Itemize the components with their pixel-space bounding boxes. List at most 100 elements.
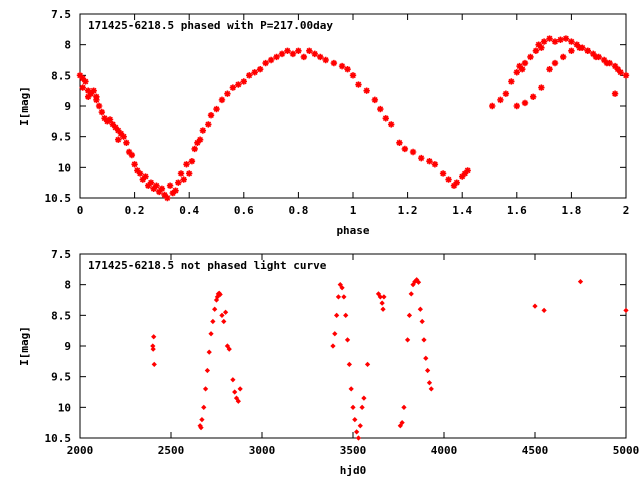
data-point — [335, 294, 342, 300]
data-point — [128, 151, 136, 159]
data-point — [375, 291, 382, 297]
data-point — [120, 133, 127, 140]
data-point — [424, 367, 431, 374]
data-point — [532, 47, 540, 54]
data-point — [224, 90, 231, 97]
x-axis-label: phase — [336, 224, 369, 237]
data-point — [538, 44, 545, 51]
data-point — [377, 105, 384, 113]
data-point — [256, 66, 264, 73]
data-point — [84, 87, 92, 94]
data-point — [262, 59, 269, 67]
data-point — [229, 84, 237, 91]
data-point — [79, 75, 86, 82]
data-point — [235, 81, 242, 88]
data-point — [568, 38, 575, 45]
data-point — [453, 179, 460, 186]
data-point — [232, 389, 238, 395]
data-point — [359, 404, 365, 410]
x-tick-label: 0 — [77, 204, 84, 217]
data-point — [388, 121, 395, 128]
data-point — [464, 167, 471, 174]
data-point — [112, 124, 119, 131]
data-point — [98, 108, 106, 116]
data-point — [590, 50, 597, 58]
chart-title: 171425-6218.5 not phased light curve — [88, 259, 327, 272]
data-point — [410, 282, 416, 288]
data-point — [623, 307, 629, 314]
data-point — [123, 139, 130, 146]
data-point — [330, 343, 336, 349]
data-point — [333, 312, 340, 318]
data-point — [198, 424, 204, 431]
axis-ticks: 2000 2500 3000 3500 4000 4500 5000 7.5 8 8.5 9 9.5 1… — [45, 248, 640, 457]
data-point — [538, 84, 545, 91]
data-point — [246, 72, 253, 79]
data-point — [418, 154, 425, 162]
data-point — [117, 130, 125, 137]
data-point — [208, 331, 214, 337]
data-point — [406, 312, 413, 318]
data-point — [421, 337, 427, 343]
data-point — [350, 404, 356, 410]
data-point — [237, 386, 243, 392]
y-tick-label: 10.5 — [45, 192, 72, 205]
data-point — [417, 306, 423, 312]
data-point — [408, 291, 414, 297]
data-point — [233, 395, 240, 401]
data-point — [382, 115, 389, 122]
data-points — [76, 35, 630, 202]
data-point — [573, 41, 581, 48]
data-point — [357, 423, 363, 429]
y-tick-label: 8 — [64, 39, 71, 52]
y-tick-label: 7.5 — [51, 248, 71, 261]
x-tick-label: 1.2 — [398, 204, 418, 217]
data-point — [513, 69, 520, 76]
y-tick-label: 9 — [64, 100, 71, 113]
data-point — [213, 105, 220, 113]
data-point — [199, 416, 205, 423]
x-tick-label: 1.8 — [561, 204, 581, 217]
data-point — [546, 35, 553, 42]
data-point — [87, 90, 95, 97]
data-point — [295, 47, 302, 54]
data-point — [150, 346, 156, 352]
data-points — [150, 277, 629, 441]
data-point — [354, 429, 360, 435]
data-point — [603, 59, 611, 67]
data-point — [79, 84, 86, 91]
data-point — [577, 278, 584, 285]
data-point — [206, 349, 212, 355]
data-point — [106, 116, 114, 123]
data-point — [267, 56, 275, 64]
data-point — [251, 69, 258, 76]
x-tick-label: 0.2 — [125, 204, 145, 217]
data-point — [521, 99, 529, 107]
data-point — [611, 62, 619, 70]
data-point — [540, 38, 548, 45]
data-point — [508, 78, 515, 85]
x-tick-label: 1.6 — [507, 204, 527, 217]
y-tick-label: 8.5 — [51, 309, 71, 322]
data-point — [177, 170, 185, 177]
data-point — [409, 148, 417, 156]
data-point — [584, 47, 591, 54]
data-point — [300, 53, 308, 61]
data-point — [115, 136, 122, 143]
data-point — [348, 386, 354, 392]
data-point — [142, 173, 149, 180]
data-point — [95, 102, 103, 110]
data-point — [562, 35, 570, 42]
data-point — [235, 398, 241, 404]
data-point — [535, 41, 542, 48]
data-point — [401, 404, 407, 410]
data-point — [169, 189, 177, 197]
data-point — [363, 87, 370, 94]
x-tick-label: 3500 — [340, 444, 367, 457]
phased-light-curve-panel: 0 0.2 0.4 0.6 0.8 1 1.2 1.4 1.6 1.8 2 7.5 8 8.5 9 9.5 10… — [18, 8, 629, 237]
data-point — [196, 136, 204, 143]
data-point — [614, 66, 622, 73]
x-axis-label: hjd0 — [340, 464, 367, 477]
data-point — [439, 170, 447, 177]
data-point — [150, 185, 157, 192]
